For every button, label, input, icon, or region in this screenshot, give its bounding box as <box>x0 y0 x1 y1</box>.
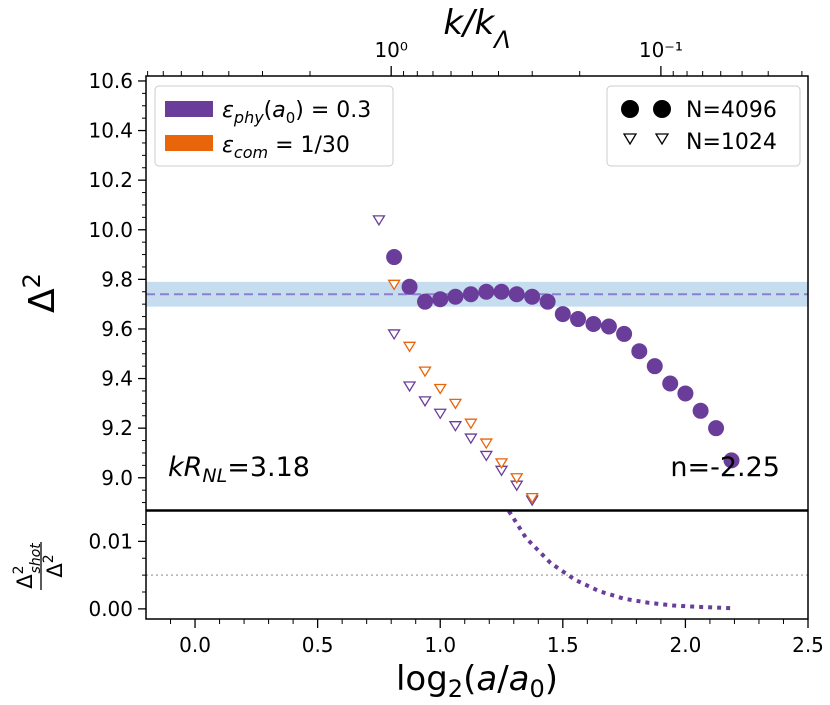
marker-series0-20 <box>692 402 709 419</box>
y-tick-label: 9.6 <box>101 317 133 341</box>
x-axis: 0.0 0.5 1.0 1.5 2.0 2.5 <box>170 619 824 657</box>
marker-series2-3 <box>418 366 432 378</box>
lower-y-tick-label: 0.01 <box>88 529 133 553</box>
marker-series1-2 <box>402 381 417 393</box>
lower-y-label-denominator: Δ2 <box>41 554 67 577</box>
marker-series0-3 <box>432 291 449 308</box>
marker-series0-9 <box>524 288 541 305</box>
marker-series2-6 <box>464 418 478 430</box>
marker-series1-5 <box>448 421 463 432</box>
marker-series2-2 <box>402 341 417 353</box>
annotation-n: n=-2.25 <box>670 452 780 483</box>
marker-series0-4 <box>447 288 464 305</box>
marker-series0-7 <box>493 283 510 300</box>
marker-series0-2 <box>417 293 434 310</box>
marker-series0-17 <box>646 358 663 375</box>
marker-series0-10 <box>539 293 556 310</box>
marker-series0-6 <box>478 283 495 300</box>
marker-series2-1 <box>387 279 401 291</box>
lower-plot-frame <box>145 510 809 620</box>
legend-swatch-com <box>165 135 213 151</box>
marker-series1-3 <box>418 396 432 408</box>
marker-series0-21 <box>708 420 725 437</box>
main-panel: 9.09.29.49.69.810.010.210.410.6 10⁰ 10⁻¹ … <box>18 3 809 511</box>
marker-series2-8 <box>494 458 509 470</box>
marker-series0-22 <box>723 452 740 469</box>
x-tick-label: 2.0 <box>670 633 702 657</box>
marker-series1-0 <box>372 215 386 227</box>
x-tick-label: 1.0 <box>424 633 456 657</box>
top-tick-label: 10⁰ <box>374 38 407 62</box>
marker-series0-0 <box>386 249 403 266</box>
marker-series0-5 <box>462 286 479 303</box>
marker-series2-10 <box>525 492 539 504</box>
legend-label-n4096: N=4096 <box>686 98 777 123</box>
y-tick-label: 10.4 <box>88 119 133 143</box>
main-y-axis-label: Δ2 <box>18 273 63 313</box>
marker-series2-5 <box>448 398 463 410</box>
y-tick-label: 10.0 <box>88 218 133 242</box>
main-y-axis: 9.0 9.2 9.4 9.6 9.8 10.0 10.2 10.4 10.6 <box>88 69 146 504</box>
marker-series0-18 <box>662 375 679 392</box>
legend-label-n1024: N=1024 <box>686 130 777 155</box>
marker-series1-1 <box>387 329 401 341</box>
marker-series0-12 <box>570 311 587 328</box>
marker-series1-7 <box>479 450 493 462</box>
top-axis: 10⁰ 10⁻¹ <box>147 38 803 76</box>
lower-y-tick-label: 0.00 <box>88 597 133 621</box>
lower-panel: 0.00 0.01 0.0 0.5 1.0 1.5 2.0 2.5 log2(a/a0) Δ… <box>11 510 824 703</box>
x-tick-label: 1.5 <box>547 633 579 657</box>
marker-series0-15 <box>616 325 633 342</box>
marker-series0-16 <box>631 343 648 360</box>
marker-series1-4 <box>433 408 447 420</box>
x-axis-label: log2(a/a0) <box>396 659 558 703</box>
marker-series0-19 <box>677 385 694 402</box>
annotation-krnl: kRNL=3.18 <box>168 452 310 487</box>
y-tick-label: 9.0 <box>101 466 133 490</box>
y-tick-label: 9.8 <box>101 267 133 291</box>
shot-noise-curve <box>507 511 733 611</box>
legend-swatch-phy <box>165 101 213 117</box>
lower-y-axis-label: Δ2shot Δ2 <box>11 542 67 590</box>
marker-series1-6 <box>464 433 478 445</box>
marker-series2-7 <box>479 438 493 450</box>
marker-series0-14 <box>600 318 617 335</box>
top-axis-label: k/kΛ <box>443 3 510 54</box>
legend-label-phy: εphy(a0) = 0.3 <box>222 98 371 127</box>
x-tick-label: 0.5 <box>302 633 334 657</box>
legend-left: εphy(a0) = 0.3 εcom = 1/30 <box>154 85 394 167</box>
marker-series0-8 <box>508 286 525 303</box>
y-tick-label: 10.6 <box>88 69 133 93</box>
legend-marker-circle-2 <box>653 100 671 118</box>
legend-label-com: εcom = 1/30 <box>222 133 350 162</box>
marker-series0-1 <box>401 278 418 295</box>
legend-marker-triangle-1 <box>622 133 638 146</box>
legend-marker-circle-1 <box>621 100 639 118</box>
marker-series2-9 <box>510 473 524 485</box>
x-tick-label: 2.5 <box>792 633 824 657</box>
marker-series0-13 <box>585 316 602 332</box>
main-plot-frame <box>145 75 809 511</box>
lower-y-axis: 0.00 0.01 <box>88 524 146 621</box>
marker-series0-11 <box>554 306 571 323</box>
x-tick-label: 0.0 <box>179 633 211 657</box>
legend-left-frame <box>154 85 394 167</box>
legend-marker-triangle-2 <box>654 133 670 146</box>
y-tick-label: 10.2 <box>88 168 133 192</box>
marker-series2-4 <box>433 383 447 395</box>
top-tick-label: 10⁻¹ <box>639 38 683 62</box>
y-tick-label: 9.2 <box>101 416 133 440</box>
lower-y-label-numerator: Δ2shot <box>11 543 44 589</box>
legend-right: N=4096 N=1024 <box>606 85 801 167</box>
y-tick-label: 9.4 <box>101 367 133 391</box>
main-data-marks <box>372 155 740 507</box>
